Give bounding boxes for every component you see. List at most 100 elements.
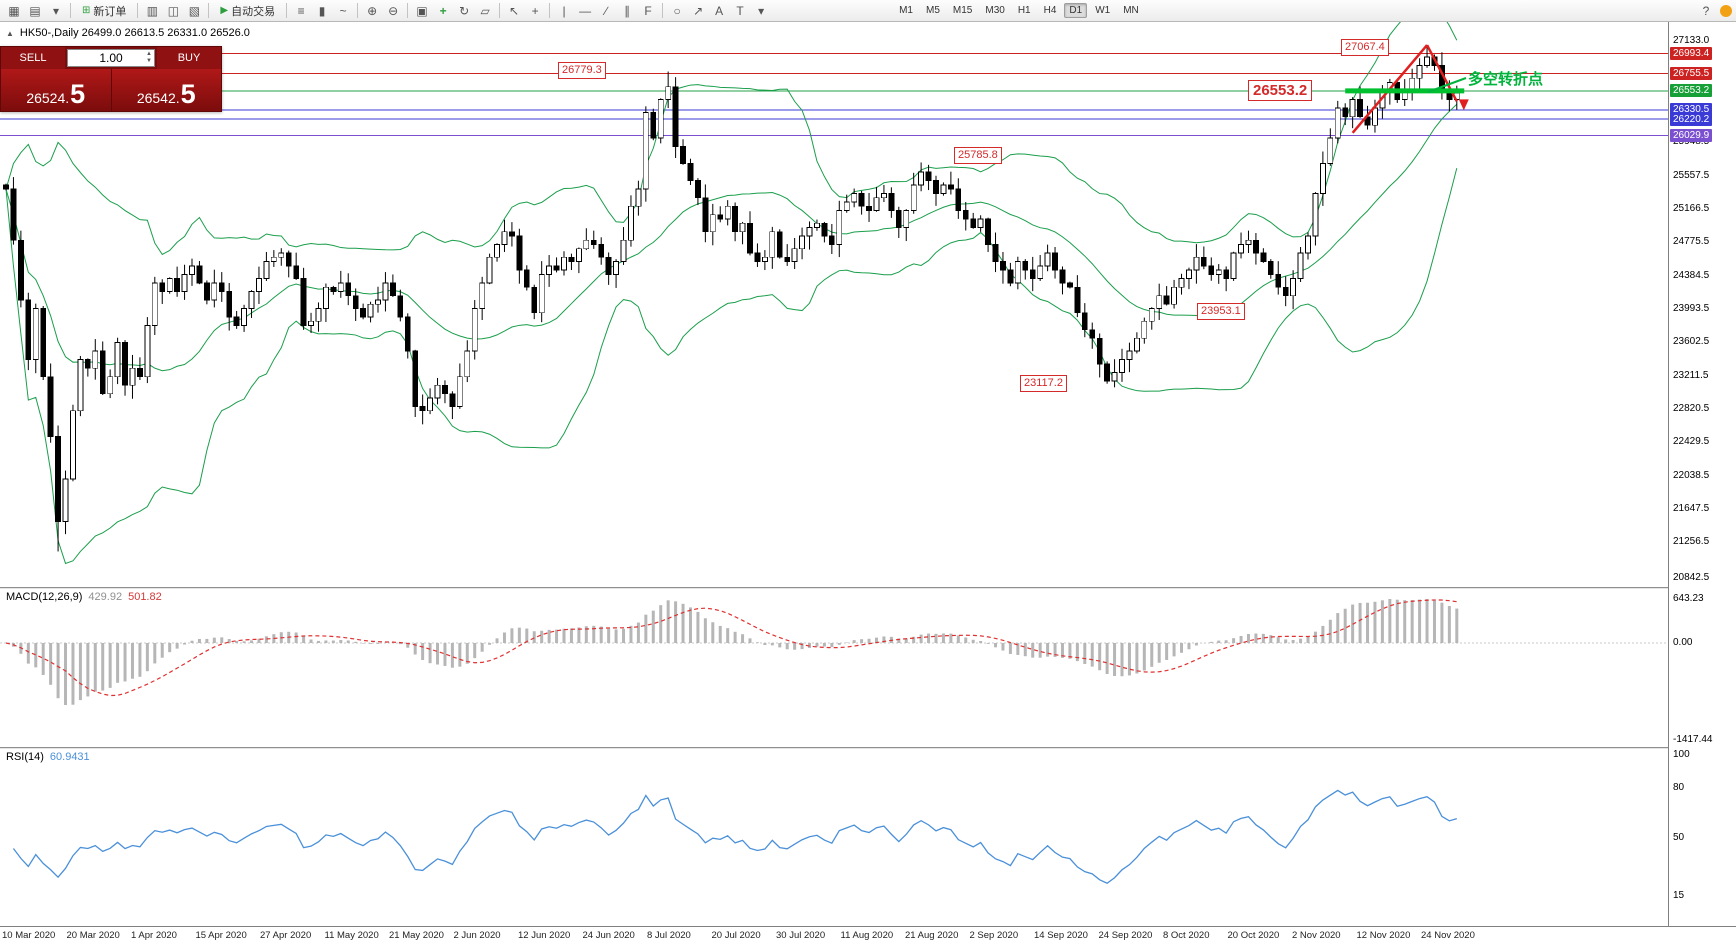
timeframe-m1[interactable]: M1 bbox=[899, 5, 913, 16]
buy-button[interactable]: BUY bbox=[157, 47, 221, 69]
timeframe-h4[interactable]: H4 bbox=[1043, 5, 1057, 16]
price-axis-label: 23602.5 bbox=[1673, 336, 1710, 348]
toolbar-separator bbox=[407, 3, 409, 18]
toolbar-separator bbox=[70, 3, 71, 18]
volume-spinner[interactable]: ▲ ▼ bbox=[146, 51, 152, 65]
data-window-icon[interactable]: ◫ bbox=[167, 3, 180, 18]
macd-label: MACD(12,26,9) 429.92 501.82 bbox=[6, 591, 162, 603]
sell-price-button[interactable]: 26524. 5 bbox=[1, 69, 112, 111]
price-label-23953[interactable]: 23953.1 bbox=[1197, 303, 1245, 320]
trade-panel-header: SELL 1.00 ▲ ▼ BUY bbox=[1, 47, 221, 69]
equidistant-channel-icon[interactable]: ∥ bbox=[624, 3, 631, 18]
volume-field[interactable]: 1.00 ▲ ▼ bbox=[67, 49, 155, 67]
new-order-button[interactable]: ⊞ 新订单 bbox=[75, 1, 133, 21]
price-label-25785[interactable]: 25785.8 bbox=[954, 147, 1002, 164]
symbol-ohlc-text: HK50-,Daily 26499.0 26613.5 26331.0 2652… bbox=[19, 27, 250, 39]
zoom-in-icon[interactable]: ⊕ bbox=[367, 3, 378, 18]
chart-profiles-icon[interactable]: ▤ bbox=[29, 3, 41, 18]
toolbar-separator bbox=[137, 3, 139, 18]
bar-chart-icon[interactable]: ≡ bbox=[297, 3, 305, 18]
annotation-text[interactable]: 多空转折点 bbox=[1468, 71, 1544, 88]
date-label: 24 Nov 2020 bbox=[1421, 930, 1475, 941]
toolbar-separator bbox=[499, 3, 501, 18]
rsi-value: 60.9431 bbox=[49, 751, 90, 763]
objects-list-icon[interactable]: ▱ bbox=[480, 3, 490, 18]
timeframe-m5[interactable]: M5 bbox=[926, 5, 940, 16]
price-axis[interactable]: 643.230.00-1417.4410080501527133.025948.… bbox=[1668, 22, 1736, 926]
main-chart-canvas[interactable] bbox=[0, 22, 1668, 587]
rsi-axis-label: 15 bbox=[1673, 890, 1685, 902]
navigator-icon[interactable]: ▧ bbox=[188, 3, 201, 18]
rsi-axis-label: 100 bbox=[1673, 749, 1690, 760]
date-label: 2 Jun 2020 bbox=[453, 930, 501, 941]
tile-windows-icon[interactable]: ▣ bbox=[416, 3, 428, 18]
cursor-icon[interactable]: ↖ bbox=[509, 3, 520, 18]
date-label: 1 Apr 2020 bbox=[131, 930, 177, 941]
text-label-icon[interactable]: T bbox=[736, 3, 744, 18]
volume-up-icon[interactable]: ▲ bbox=[146, 51, 152, 57]
toolbar: ▦ ▤ ▾ ⊞ 新订单 ▥ ◫ ▧ ▶ 自动交易 ≡ ▮ ~ ⊕ ⊖ ▣ + ↻ ▱ ↖ + | — ∕ ∥ F ○ ↗ A T ▾ M1 M5… bbox=[0, 0, 1736, 22]
macd-title: MACD(12,26,9) bbox=[6, 591, 83, 603]
horizontal-line-icon[interactable]: — bbox=[579, 3, 592, 18]
volume-down-icon[interactable]: ▼ bbox=[146, 58, 152, 64]
auto-trading-button[interactable]: ▶ 自动交易 bbox=[213, 1, 282, 21]
rsi-canvas[interactable] bbox=[0, 749, 1668, 926]
toolbar-separator bbox=[549, 3, 551, 18]
shapes-icon[interactable]: ○ bbox=[673, 3, 681, 18]
market-watch-icon[interactable]: ▥ bbox=[146, 3, 159, 18]
cycles-icon[interactable]: ↻ bbox=[459, 3, 470, 18]
objects-dropdown-icon[interactable]: ▾ bbox=[758, 3, 765, 18]
timeframe-mn[interactable]: MN bbox=[1123, 5, 1139, 16]
fibonacci-icon[interactable]: F bbox=[644, 3, 652, 18]
vertical-line-icon[interactable]: | bbox=[562, 3, 566, 18]
buy-price-button[interactable]: 26542. 5 bbox=[112, 69, 222, 111]
one-click-collapse-icon[interactable]: ▲ bbox=[6, 28, 14, 38]
sell-button[interactable]: SELL bbox=[1, 47, 65, 69]
toolbar-separator bbox=[208, 3, 210, 18]
price-axis-label: 25557.5 bbox=[1673, 169, 1710, 181]
trendline-icon[interactable]: ∕ bbox=[605, 3, 608, 18]
candlestick-chart-icon[interactable]: ▮ bbox=[318, 3, 326, 18]
price-axis-tag: 26029.9 bbox=[1670, 128, 1713, 142]
buy-price-main: 26542. bbox=[136, 90, 180, 106]
toolbar-separator bbox=[357, 3, 359, 18]
trade-panel-prices: 26524. 5 26542. 5 bbox=[1, 69, 221, 111]
new-order-button-icon: ⊞ bbox=[82, 5, 91, 16]
price-axis-label: 20842.5 bbox=[1673, 571, 1710, 583]
price-label-26779[interactable]: 26779.3 bbox=[558, 62, 606, 79]
date-label: 11 May 2020 bbox=[324, 930, 379, 941]
indicators-icon[interactable]: + bbox=[439, 3, 447, 18]
zoom-out-icon[interactable]: ⊖ bbox=[388, 3, 399, 18]
timeframe-w1[interactable]: W1 bbox=[1095, 5, 1111, 16]
price-axis-label: 22038.5 bbox=[1673, 469, 1710, 481]
price-label-26553[interactable]: 26553.2 bbox=[1248, 80, 1313, 102]
profiles-dropdown-icon[interactable]: ▾ bbox=[52, 3, 60, 18]
timeframe-d1[interactable]: D1 bbox=[1064, 3, 1088, 18]
line-chart-icon[interactable]: ~ bbox=[339, 3, 347, 18]
timeframe-m30[interactable]: M30 bbox=[985, 5, 1005, 16]
crosshair-icon[interactable]: + bbox=[531, 3, 539, 18]
new-chart-icon[interactable]: ▦ bbox=[8, 3, 20, 18]
rsi-separator[interactable] bbox=[0, 747, 1736, 749]
macd-axis-label: 0.00 bbox=[1673, 637, 1693, 648]
toolbar-right-group: ? bbox=[1696, 2, 1732, 20]
price-label-23117[interactable]: 23117.2 bbox=[1020, 375, 1067, 392]
arrow-objects-icon[interactable]: ↗ bbox=[693, 3, 704, 18]
timeframe-h1[interactable]: H1 bbox=[1017, 5, 1031, 16]
date-label: 10 Mar 2020 bbox=[2, 930, 56, 941]
community-icon[interactable] bbox=[1720, 4, 1732, 17]
symbol-info-line: ▲ HK50-,Daily 26499.0 26613.5 26331.0 26… bbox=[6, 27, 250, 39]
timeframe-m15[interactable]: M15 bbox=[952, 5, 973, 16]
text-icon[interactable]: A bbox=[715, 3, 724, 18]
help-icon[interactable]: ? bbox=[1702, 3, 1710, 18]
date-label: 20 Oct 2020 bbox=[1227, 930, 1280, 941]
macd-canvas[interactable] bbox=[0, 589, 1668, 747]
volume-value[interactable]: 1.00 bbox=[99, 51, 123, 65]
date-label: 21 Aug 2020 bbox=[905, 930, 959, 941]
macd-separator[interactable] bbox=[0, 587, 1736, 589]
price-axis-tag: 26220.2 bbox=[1670, 112, 1713, 126]
date-axis[interactable]: 10 Mar 2020 20 Mar 2020 1 Apr 2020 15 Apr 2… bbox=[0, 926, 1736, 944]
date-label: 2 Sep 2020 bbox=[969, 930, 1019, 941]
price-label-27067[interactable]: 27067.4 bbox=[1341, 39, 1389, 56]
